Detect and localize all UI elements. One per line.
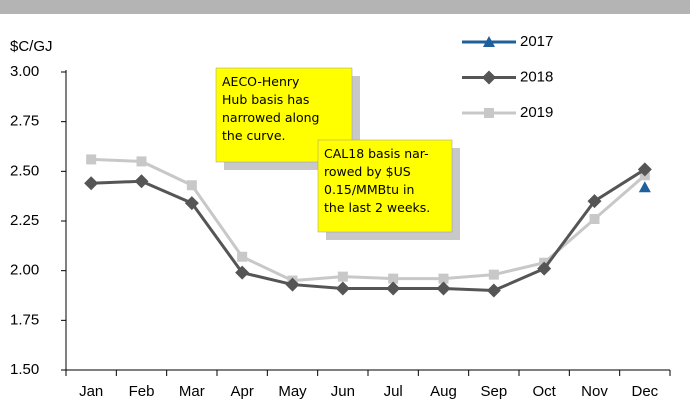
point — [184, 196, 199, 211]
point — [638, 181, 651, 193]
point — [482, 70, 496, 85]
point — [587, 194, 602, 209]
point — [136, 156, 147, 167]
point — [86, 154, 97, 165]
point — [438, 273, 449, 284]
x-tick-label: Feb — [129, 383, 155, 400]
x-tick-label: Sep — [480, 383, 507, 400]
point — [484, 108, 494, 118]
point — [235, 265, 250, 280]
x-tick-label: Mar — [179, 383, 205, 400]
y-axis-label: $C/GJ — [10, 38, 53, 55]
point — [388, 273, 399, 284]
point — [486, 283, 501, 298]
x-tick-label: Jan — [79, 383, 103, 400]
y-tick-label: 2.50 — [10, 162, 39, 179]
y-tick-label: 2.00 — [10, 262, 39, 279]
point — [337, 271, 348, 282]
point — [589, 214, 600, 225]
note-text: CAL18 basis nar- — [324, 146, 429, 161]
note-text: Hub basis has — [222, 92, 309, 107]
x-tick-label: Jun — [331, 383, 355, 400]
x-tick-label: Nov — [581, 383, 608, 400]
note-text: rowed by $US — [324, 164, 411, 179]
point — [134, 174, 149, 189]
point — [436, 281, 451, 296]
point — [483, 36, 495, 47]
point — [335, 281, 350, 296]
point — [488, 269, 499, 280]
y-tick-label: 3.00 — [10, 63, 39, 80]
header-band — [0, 0, 690, 14]
point — [186, 180, 197, 191]
note-text: narrowed along — [222, 110, 319, 125]
y-tick-label: 1.50 — [10, 361, 39, 378]
note-box — [317, 139, 453, 233]
point — [84, 176, 99, 191]
x-tick-label: Jul — [384, 383, 403, 400]
note-text: the curve. — [222, 128, 285, 143]
x-tick-label: Dec — [631, 383, 658, 400]
x-tick-label: May — [278, 383, 307, 400]
point — [386, 281, 401, 296]
x-tick-label: Oct — [532, 383, 556, 400]
legend-label: 2018 — [520, 68, 553, 85]
point — [237, 251, 248, 262]
legend-label: 2019 — [520, 104, 553, 121]
y-tick-label: 2.25 — [10, 212, 39, 229]
x-tick-label: Apr — [230, 383, 253, 400]
note-text: the last 2 weeks. — [324, 200, 430, 215]
legend-label: 2017 — [520, 33, 553, 50]
point — [537, 261, 552, 276]
y-tick-label: 1.75 — [10, 311, 39, 328]
note-text: 0.15/MMBtu in — [324, 182, 414, 197]
series-line — [91, 168, 646, 293]
note-text: AECO-Henry — [222, 74, 300, 89]
x-tick-label: Aug — [430, 383, 457, 400]
y-tick-label: 2.75 — [10, 113, 39, 130]
point — [637, 162, 652, 177]
point — [285, 277, 300, 292]
